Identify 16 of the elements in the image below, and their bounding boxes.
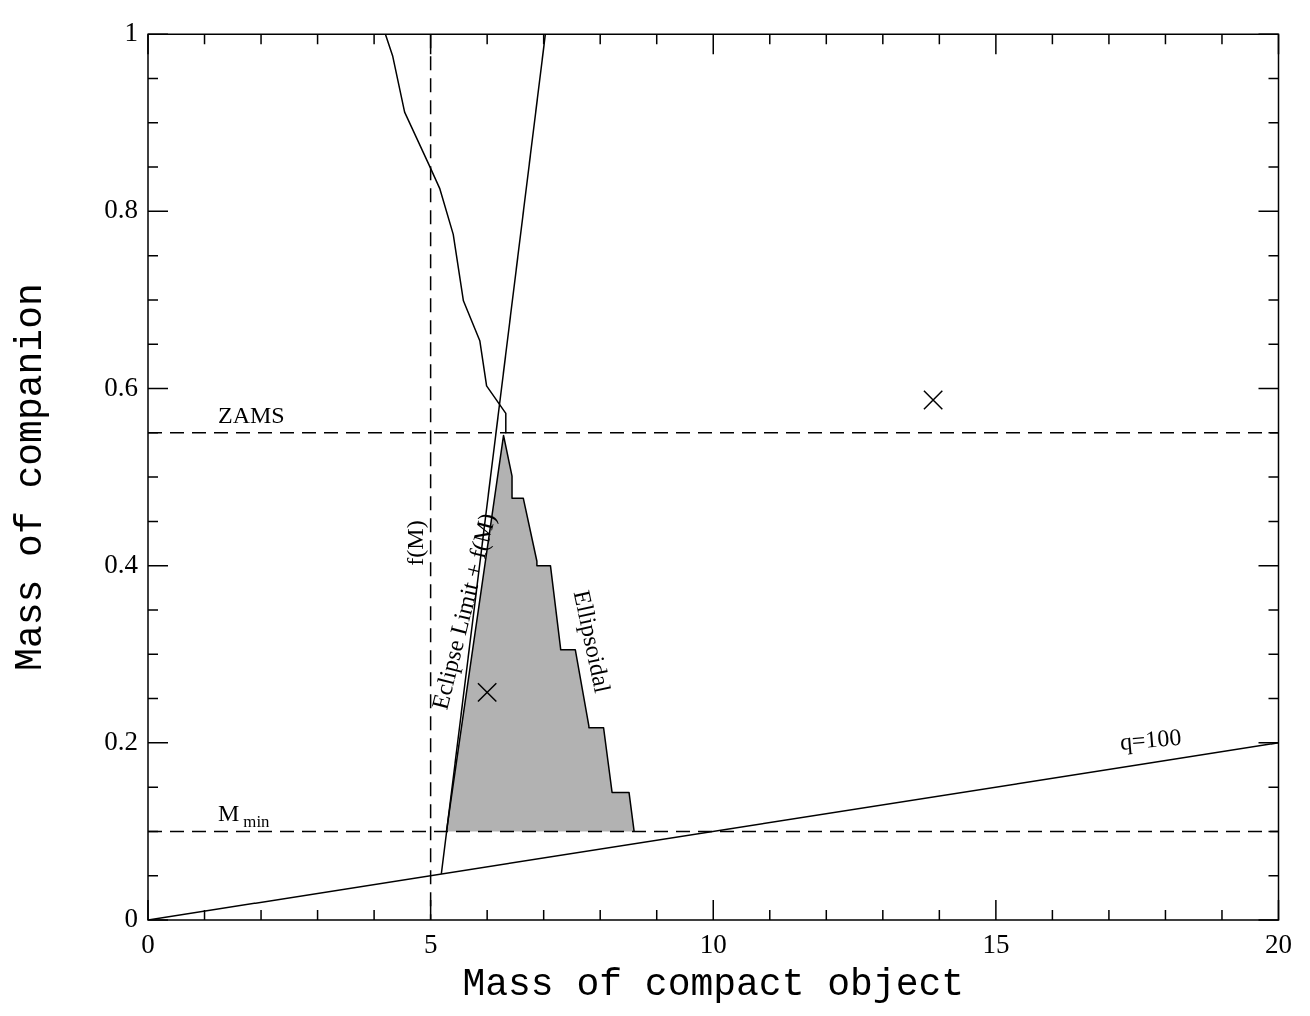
y-axis-title: Mass of companion [8,283,52,671]
x-tick-label: 20 [1265,929,1292,960]
y-tick-label: 1 [124,17,138,48]
y-tick-label: 0.2 [104,725,138,756]
annotation: Ellipsoidal [568,587,616,696]
y-tick-label: 0.4 [104,548,139,579]
x-axis-title: Mass of compact object [462,963,965,1007]
x-tick-label: 15 [982,929,1010,960]
annotation: q=100 [1118,723,1183,755]
ref-line-label: ZAMS [218,401,285,428]
y-tick-label: 0.8 [104,194,138,225]
ref-line-label: f(M) [401,520,428,566]
y-tick-label: 0 [124,903,138,934]
x-tick-label: 5 [423,929,438,960]
x-tick-label: 10 [699,929,727,960]
y-tick-label: 0.6 [104,371,138,402]
